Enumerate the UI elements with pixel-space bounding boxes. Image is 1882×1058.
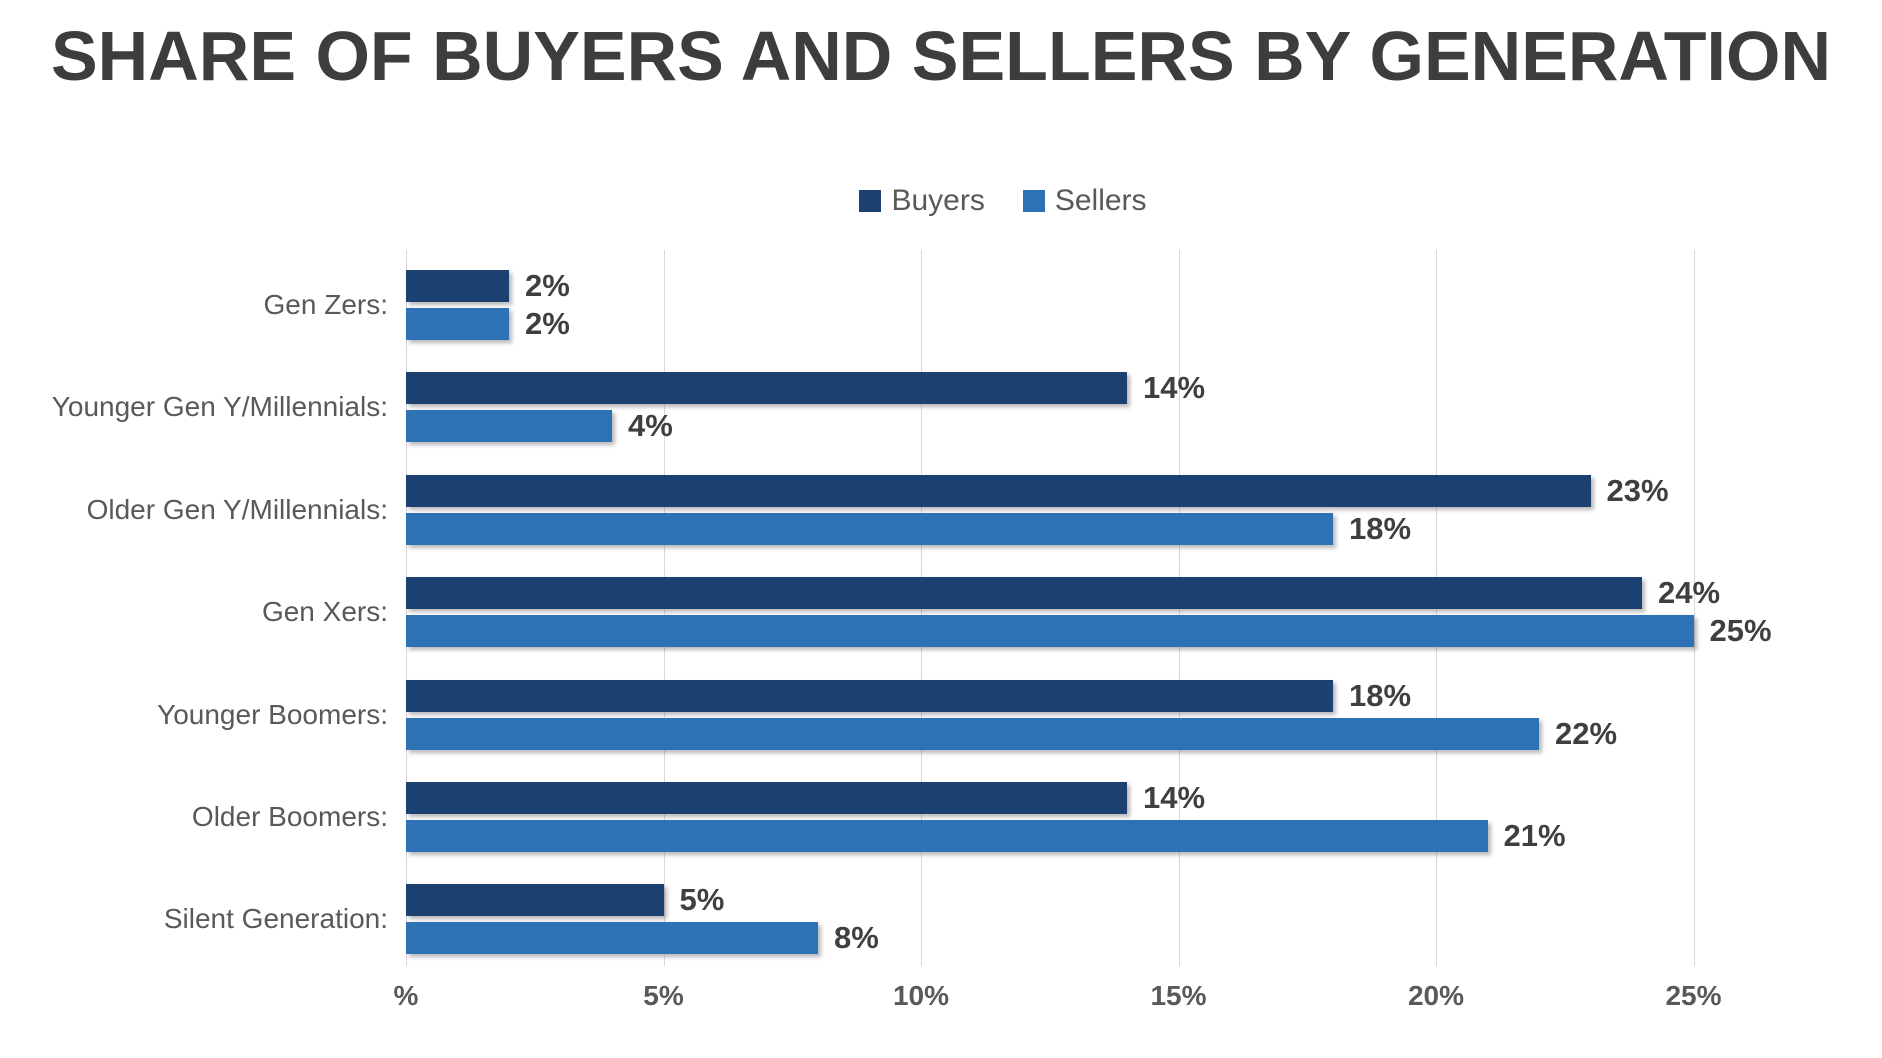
value-label: 21% — [1503, 818, 1566, 853]
sellers-bar — [406, 512, 1333, 545]
sellers-bar — [406, 922, 818, 955]
sellers-bar — [406, 410, 612, 443]
sellers-bar — [406, 717, 1539, 750]
value-label: 4% — [628, 408, 673, 444]
category-label: Gen Xers: — [261, 596, 388, 628]
category-label: Younger Gen Y/Millennials: — [51, 391, 388, 423]
legend-label-sellers: Sellers — [1054, 184, 1147, 217]
value-label: 25% — [1709, 613, 1772, 649]
value-label: 2% — [525, 306, 570, 341]
buyers-bar — [406, 372, 1127, 405]
buyers-bar — [406, 679, 1333, 712]
value-label: 22% — [1555, 715, 1618, 751]
buyers-bar — [406, 782, 1127, 814]
value-label: 23% — [1606, 472, 1669, 508]
x-axis-tick-label: 15% — [1150, 980, 1207, 1011]
sellers-bar — [406, 308, 509, 340]
value-label: 14% — [1143, 780, 1206, 815]
chart-legend: Buyers Sellers — [62, 184, 1882, 218]
sellers-swatch-icon — [1022, 190, 1045, 212]
value-label: 18% — [1349, 510, 1412, 546]
value-label: 24% — [1658, 575, 1721, 611]
page-title: SHARE OF BUYERS AND SELLERS BY GENERATIO… — [50, 17, 1831, 95]
gridline — [1693, 250, 1695, 966]
x-axis-tick-label: 25% — [1665, 980, 1722, 1011]
buyers-bar — [406, 884, 664, 917]
category-label: Gen Zers: — [263, 289, 388, 320]
category-label: Older Gen Y/Millennials: — [86, 493, 388, 525]
buyers-bar — [406, 577, 1642, 610]
value-label: 5% — [679, 882, 725, 918]
value-label: 14% — [1143, 370, 1206, 406]
sellers-bar — [406, 615, 1694, 648]
buyers-swatch-icon — [859, 190, 882, 212]
buyers-bar — [406, 474, 1591, 507]
value-label: 8% — [834, 920, 879, 956]
x-axis-tick-label: 5% — [643, 980, 684, 1011]
category-label: Silent Generation: — [163, 903, 388, 935]
legend-item-buyers: Buyers — [859, 184, 985, 218]
sellers-bar — [406, 820, 1488, 852]
x-axis-tick-label: % — [393, 980, 419, 1011]
value-label: 18% — [1349, 677, 1412, 713]
legend-item-sellers: Sellers — [1022, 184, 1147, 218]
x-axis-tick-label: 10% — [892, 980, 950, 1011]
buyers-bar — [406, 270, 509, 302]
category-label: Younger Boomers: — [157, 698, 388, 730]
value-label: 2% — [525, 268, 570, 303]
legend-label-buyers: Buyers — [891, 184, 985, 217]
x-axis-tick-label: 20% — [1407, 980, 1465, 1011]
category-label: Older Boomers: — [191, 801, 388, 832]
